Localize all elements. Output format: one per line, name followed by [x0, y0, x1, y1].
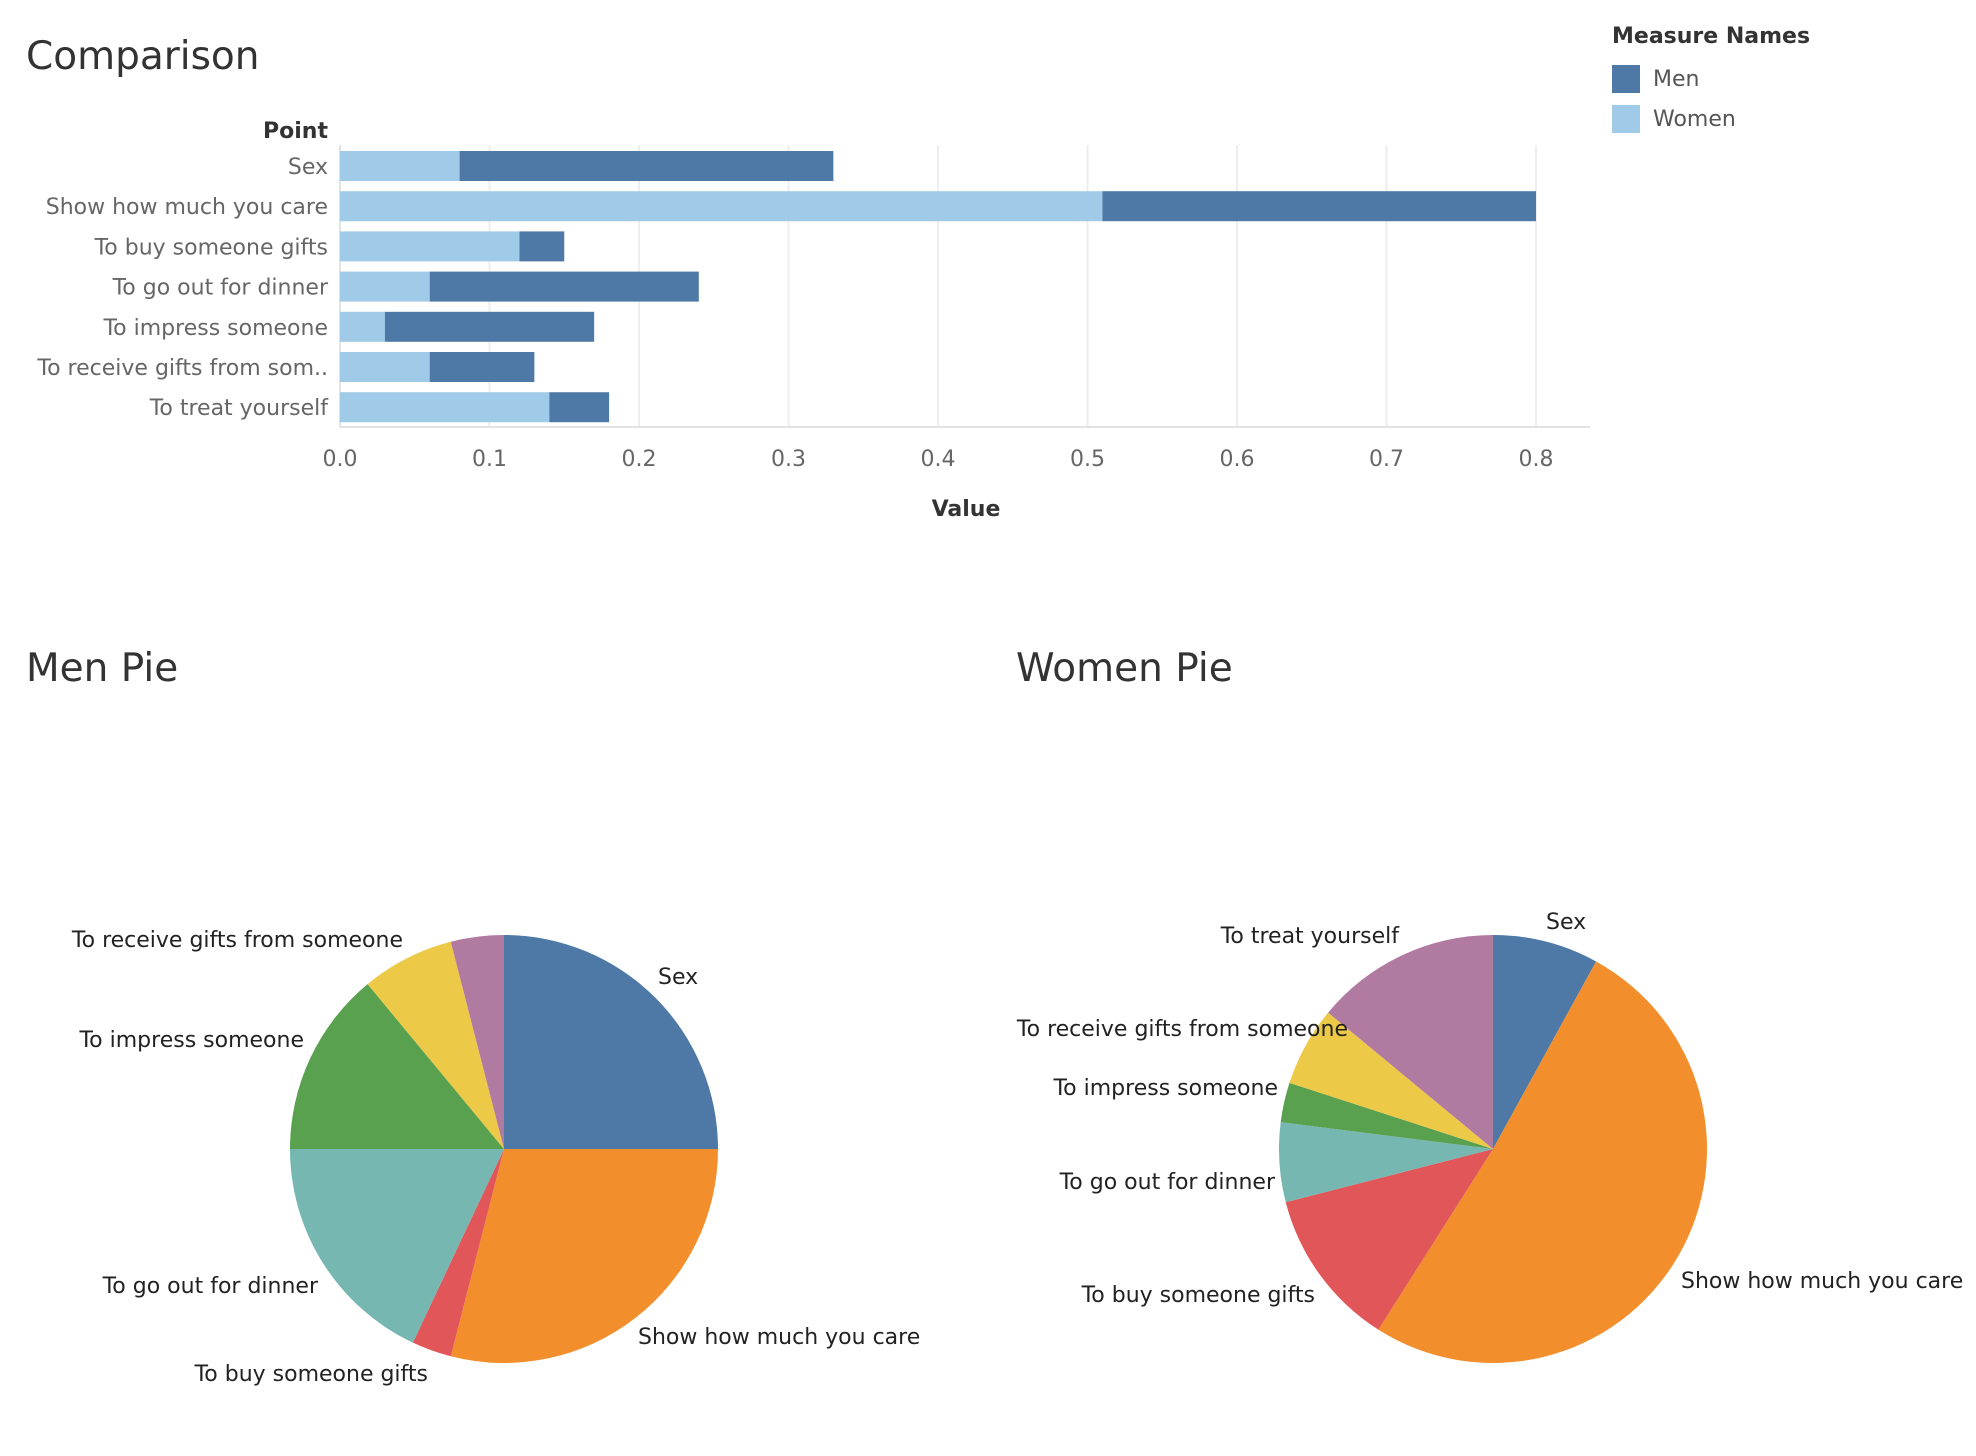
- women-pie-label-show-how-much-you-care: Show how much you care: [1681, 1269, 1963, 1294]
- y-tick-label: To treat yourself: [149, 396, 330, 421]
- legend-label-men: Men: [1653, 66, 1700, 92]
- men-pie-title: Men Pie: [26, 646, 179, 691]
- women-pie-label-to-buy-someone-gifts: To buy someone gifts: [1081, 1283, 1315, 1308]
- bar-men-to-receive-gifts-from-som[interactable]: [429, 352, 535, 382]
- legend-swatch-men: [1612, 65, 1640, 93]
- category-header: Point: [263, 119, 328, 144]
- men-pie-slice-to-go-out-for-dinner[interactable]: [290, 1149, 504, 1343]
- x-tick-label: 0.6: [1220, 447, 1255, 472]
- x-tick-label: 0.2: [622, 447, 657, 472]
- women-pie-title: Women Pie: [1016, 646, 1233, 691]
- bar-women-to-go-out-for-dinner[interactable]: [340, 271, 430, 302]
- women-pie-slice-to-receive-gifts-from-someone[interactable]: [1289, 1012, 1493, 1149]
- bar-men-show-how-much-you-care[interactable]: [1102, 191, 1536, 222]
- legend-label-women: Women: [1653, 106, 1736, 132]
- bar-men-to-buy-someone-gifts[interactable]: [519, 231, 565, 262]
- legend-item-women[interactable]: Women: [1612, 99, 1810, 139]
- y-tick-label: Sex: [288, 155, 328, 180]
- women-pie-slice-to-go-out-for-dinner[interactable]: [1279, 1122, 1493, 1203]
- men-pie-slice-to-treat-yourself[interactable]: [450, 935, 504, 1149]
- comparison-bar-chart: 0.0 0.1 0.2 0.3 0.4 0.5 0.6 0.7 0.8 Point Value Sex…: [36, 119, 1590, 522]
- men-pie-label-sex: Sex: [658, 965, 698, 990]
- bar-men-to-impress-someone[interactable]: [384, 311, 595, 342]
- x-tick-label: 0.0: [323, 447, 358, 472]
- women-pie-slice-to-treat-yourself[interactable]: [1328, 935, 1493, 1149]
- x-tick-label: 0.3: [771, 447, 806, 472]
- legend-swatch-women: [1612, 105, 1640, 133]
- bar-women-to-buy-someone-gifts[interactable]: [340, 231, 520, 262]
- men-pie-slice-to-receive-gifts-from-someone[interactable]: [367, 941, 504, 1149]
- women-pie-label-to-impress-someone: To impress someone: [1052, 1076, 1278, 1101]
- men-pie-slice-show-how-much-you-care[interactable]: [450, 1149, 718, 1363]
- women-pie-slice-show-how-much-you-care[interactable]: [1378, 961, 1707, 1363]
- men-pie-label-to-go-out-for-dinner: To go out for dinner: [102, 1274, 319, 1299]
- men-pie-label-show-how-much-you-care: Show how much you care: [638, 1325, 920, 1350]
- men-pie-label-to-buy-someone-gifts: To buy someone gifts: [194, 1362, 428, 1387]
- men-pie-label-to-impress-someone: To impress someone: [78, 1028, 304, 1053]
- women-pie-label-to-receive-gifts-from-someone: To receive gifts from someone: [1016, 1017, 1348, 1042]
- bar-women-to-treat-yourself[interactable]: [340, 392, 550, 423]
- x-tick-label: 0.7: [1369, 447, 1404, 472]
- x-tick-label: 0.8: [1519, 447, 1554, 472]
- bar-women-to-receive-gifts-from-som[interactable]: [340, 352, 430, 382]
- bar-men-to-treat-yourself[interactable]: [549, 392, 610, 423]
- men-pie-slice-sex[interactable]: [504, 935, 718, 1149]
- men-pie-slice-to-buy-someone-gifts[interactable]: [412, 1149, 504, 1357]
- women-pie-label-to-go-out-for-dinner: To go out for dinner: [1059, 1170, 1276, 1195]
- men-pie-label-to-receive-gifts-from-someone: To receive gifts from someone: [71, 928, 403, 953]
- y-tick-label: To impress someone: [102, 316, 328, 341]
- women-pie-label-sex: Sex: [1546, 910, 1586, 935]
- legend: Measure Names Men Women: [1612, 24, 1810, 139]
- bar-women-sex[interactable]: [340, 151, 460, 181]
- women-pie-slice-to-impress-someone[interactable]: [1280, 1082, 1493, 1149]
- men-pie-slice-to-impress-someone[interactable]: [290, 984, 504, 1149]
- comparison-title: Comparison: [26, 34, 260, 79]
- bar-men-to-go-out-for-dinner[interactable]: [429, 271, 699, 302]
- y-tick-label: To buy someone gifts: [94, 235, 328, 260]
- legend-title: Measure Names: [1612, 24, 1811, 49]
- x-tick-label: 0.4: [921, 447, 956, 472]
- bar-women-show-how-much-you-care[interactable]: [340, 191, 1103, 222]
- bar-women-to-impress-someone[interactable]: [340, 311, 385, 342]
- y-tick-label: To go out for dinner: [112, 276, 329, 301]
- women-pie-slice-to-buy-someone-gifts[interactable]: [1285, 1149, 1493, 1330]
- women-pie-label-to-treat-yourself: To treat yourself: [1220, 924, 1401, 949]
- x-axis-title: Value: [932, 497, 1001, 522]
- women-pie-slice-sex[interactable]: [1493, 935, 1597, 1149]
- x-tick-label: 0.5: [1070, 447, 1105, 472]
- bar-men-sex[interactable]: [459, 151, 834, 181]
- y-tick-label: Show how much you care: [46, 195, 328, 220]
- y-tick-label: To receive gifts from som..: [36, 356, 328, 381]
- legend-item-men[interactable]: Men: [1612, 59, 1810, 99]
- x-tick-label: 0.1: [472, 447, 507, 472]
